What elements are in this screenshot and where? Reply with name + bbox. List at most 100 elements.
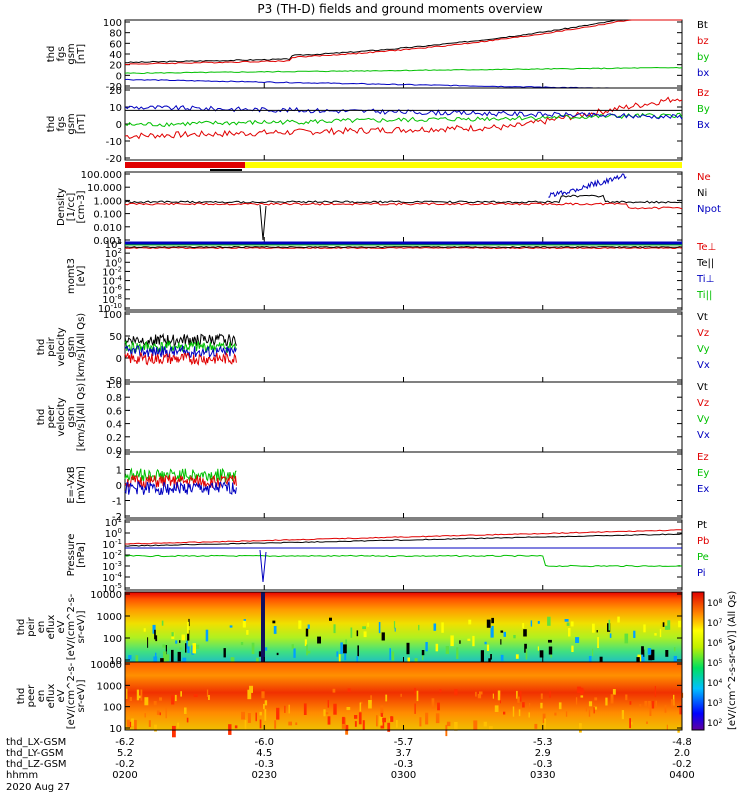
spectrogram-cell [666, 724, 668, 731]
footer-row-label: thd_LY-GSM [6, 748, 63, 759]
spectrogram-cell [180, 691, 182, 697]
spectrogram-cell [629, 718, 631, 729]
legend-entry: bz [697, 36, 709, 47]
y-tick-label: -20 [106, 154, 122, 165]
y-axis-label: momt3 [66, 258, 77, 294]
spectrogram-cell [435, 643, 439, 652]
spectrogram-cell [500, 639, 502, 645]
legend-entry: Vx [697, 360, 710, 371]
spectrogram-cell [565, 711, 568, 717]
colorbar-tick-label: 107 [707, 618, 722, 630]
state-bar-red [125, 162, 245, 168]
spectrogram-cell [247, 713, 251, 723]
spectrogram-cell [346, 707, 351, 711]
legend-entry: Ey [697, 468, 709, 479]
spectrogram-cell [490, 628, 492, 638]
spectrogram-cell [298, 620, 302, 629]
trace-ne [124, 202, 683, 210]
spectrogram-cell [597, 637, 599, 648]
spectrogram-cell [165, 707, 167, 719]
spectrogram-cell [655, 700, 657, 708]
spectrogram-cell [497, 690, 501, 701]
spectrogram-cell [588, 709, 591, 717]
spectrogram-cell [273, 626, 277, 634]
spectrogram-cell [489, 726, 493, 730]
spectrogram-cell [243, 619, 246, 623]
spectrogram-cell [570, 621, 574, 627]
y-axis-label: thd [16, 619, 27, 636]
spectrogram-cell [129, 697, 132, 701]
spectrogram-cell [390, 716, 394, 722]
spectrogram-cell [486, 619, 491, 628]
spectrogram-cell [171, 649, 174, 662]
spectrogram-cell [445, 646, 449, 654]
spectrogram-cell [629, 701, 632, 705]
spectrogram-cell [679, 705, 683, 715]
spectrogram-cell [357, 645, 359, 657]
spectrogram-cell [329, 617, 332, 621]
spectrogram-cell [491, 625, 494, 638]
spectrogram-cell [654, 686, 656, 697]
y-axis-label: en [36, 621, 47, 634]
spectrogram-cell [187, 646, 190, 654]
y-axis-label: eflux [46, 615, 57, 640]
trace-te-par [124, 245, 683, 249]
trace-component [124, 339, 237, 354]
y-tick-label: 10.000 [87, 183, 122, 194]
y-tick-label: 10 [109, 656, 122, 667]
spectrogram-cell [332, 688, 336, 693]
spectrogram-cell [393, 621, 396, 629]
spectrogram-cell [673, 656, 677, 665]
trace-component [124, 467, 237, 483]
y-axis-label: en [36, 690, 47, 703]
spectrogram-cell [513, 635, 516, 639]
legend-entry: Vy [697, 344, 710, 355]
footer-value: -0.2 [672, 759, 692, 770]
spectrogram-cell [370, 695, 372, 704]
spectrogram-cell [503, 711, 506, 715]
footer-value: -0.3 [254, 759, 274, 770]
spectrogram-cell [387, 722, 391, 732]
spectrogram-cell [376, 715, 378, 727]
spectrogram-cell [548, 639, 552, 643]
spectrogram-cell [500, 654, 504, 661]
spectrogram-cell [156, 710, 160, 715]
spectrogram-cell [258, 651, 263, 657]
spectrogram-cell [188, 618, 190, 627]
spectrogram-cell [500, 693, 501, 704]
panel-efield: 2 1 0 -1 -2 E=-VxB [mV/m] Ez Ey Ex [66, 450, 709, 523]
spectrogram-cell [135, 655, 139, 662]
spectrogram-cell [528, 712, 530, 718]
footer-row-label: hhmm [6, 770, 38, 781]
spectrogram-cell [171, 695, 175, 705]
spectrogram-cell [580, 695, 584, 698]
spectrogram-cell [612, 689, 616, 695]
spectrogram-cell [131, 718, 134, 726]
spectrogram-cell [406, 642, 410, 655]
footer-value: 0330 [530, 770, 555, 781]
legend-entry: Bz [697, 88, 709, 99]
spectrogram-cell [446, 721, 451, 727]
spectrogram-cell [340, 642, 343, 654]
footer-value: -4.8 [672, 737, 692, 748]
legend-entry: By [697, 104, 710, 115]
legend-entry: Ne [697, 172, 711, 183]
spectrogram-cell [195, 644, 200, 649]
spectrogram-cell [625, 694, 628, 701]
y-tick-label: 0.4 [106, 420, 122, 431]
spectrogram-cell [473, 720, 478, 731]
spectrogram-cell [276, 652, 279, 656]
spectrogram-cell [665, 650, 669, 657]
legend-entry: Vt [697, 382, 708, 393]
spectrogram-cell [396, 720, 398, 728]
legend-entry: Vy [697, 414, 710, 425]
y-tick-label: 50 [109, 332, 122, 343]
footer-value: -5.7 [394, 737, 414, 748]
spectrogram-cell [566, 622, 570, 626]
spectrogram-cell [251, 642, 255, 654]
colorbar-tick-label: 102 [707, 718, 722, 730]
y-axis-label: peir [46, 336, 57, 356]
spectrogram-cell [343, 644, 347, 654]
spectrogram-cell [467, 638, 471, 641]
